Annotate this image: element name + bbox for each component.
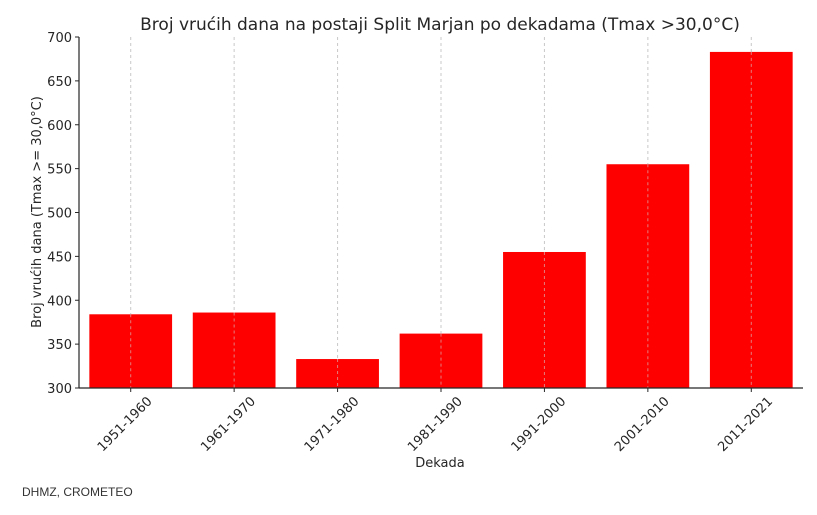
bar-chart: Broj vrućih dana na postaji Split Marjan… bbox=[30, 15, 803, 471]
y-tick-label: 500 bbox=[47, 207, 72, 222]
x-tick-label: 1961-1970 bbox=[198, 394, 259, 455]
y-tick-label: 300 bbox=[47, 382, 72, 397]
y-tick-label: 600 bbox=[47, 119, 72, 134]
bars bbox=[89, 51, 793, 388]
x-axis-ticks: 1951-1960 1961-1970 1971-1980 1981-1990 1991… bbox=[95, 388, 776, 455]
bar-1981-1990 bbox=[399, 333, 483, 388]
x-tick-label: 2001-2010 bbox=[612, 394, 673, 455]
x-tick-label: 1981-1990 bbox=[405, 394, 466, 455]
x-axis-label: Dekada bbox=[415, 456, 465, 471]
x-tick-label: 2011-2021 bbox=[715, 394, 776, 455]
y-axis-label: Broj vrućih dana (Tmax >= 30,0°C) bbox=[30, 96, 45, 328]
x-tick-label: 1971-1980 bbox=[302, 394, 363, 455]
y-tick-label: 400 bbox=[47, 294, 72, 309]
y-tick-label: 550 bbox=[47, 163, 72, 178]
y-axis-ticks: 300 350 400 450 500 550 600 650 700 bbox=[47, 31, 79, 397]
y-tick-label: 450 bbox=[47, 250, 72, 265]
chart-title: Broj vrućih dana na postaji Split Marjan… bbox=[140, 15, 740, 35]
y-tick-label: 650 bbox=[47, 75, 72, 90]
y-tick-label: 700 bbox=[47, 31, 72, 46]
y-tick-label: 350 bbox=[47, 338, 72, 353]
source-credit: DHMZ, CROMETEO bbox=[22, 485, 133, 499]
x-tick-label: 1951-1960 bbox=[95, 394, 156, 455]
bar-2001-2010 bbox=[606, 164, 690, 388]
x-tick-label: 1991-2000 bbox=[509, 394, 570, 455]
